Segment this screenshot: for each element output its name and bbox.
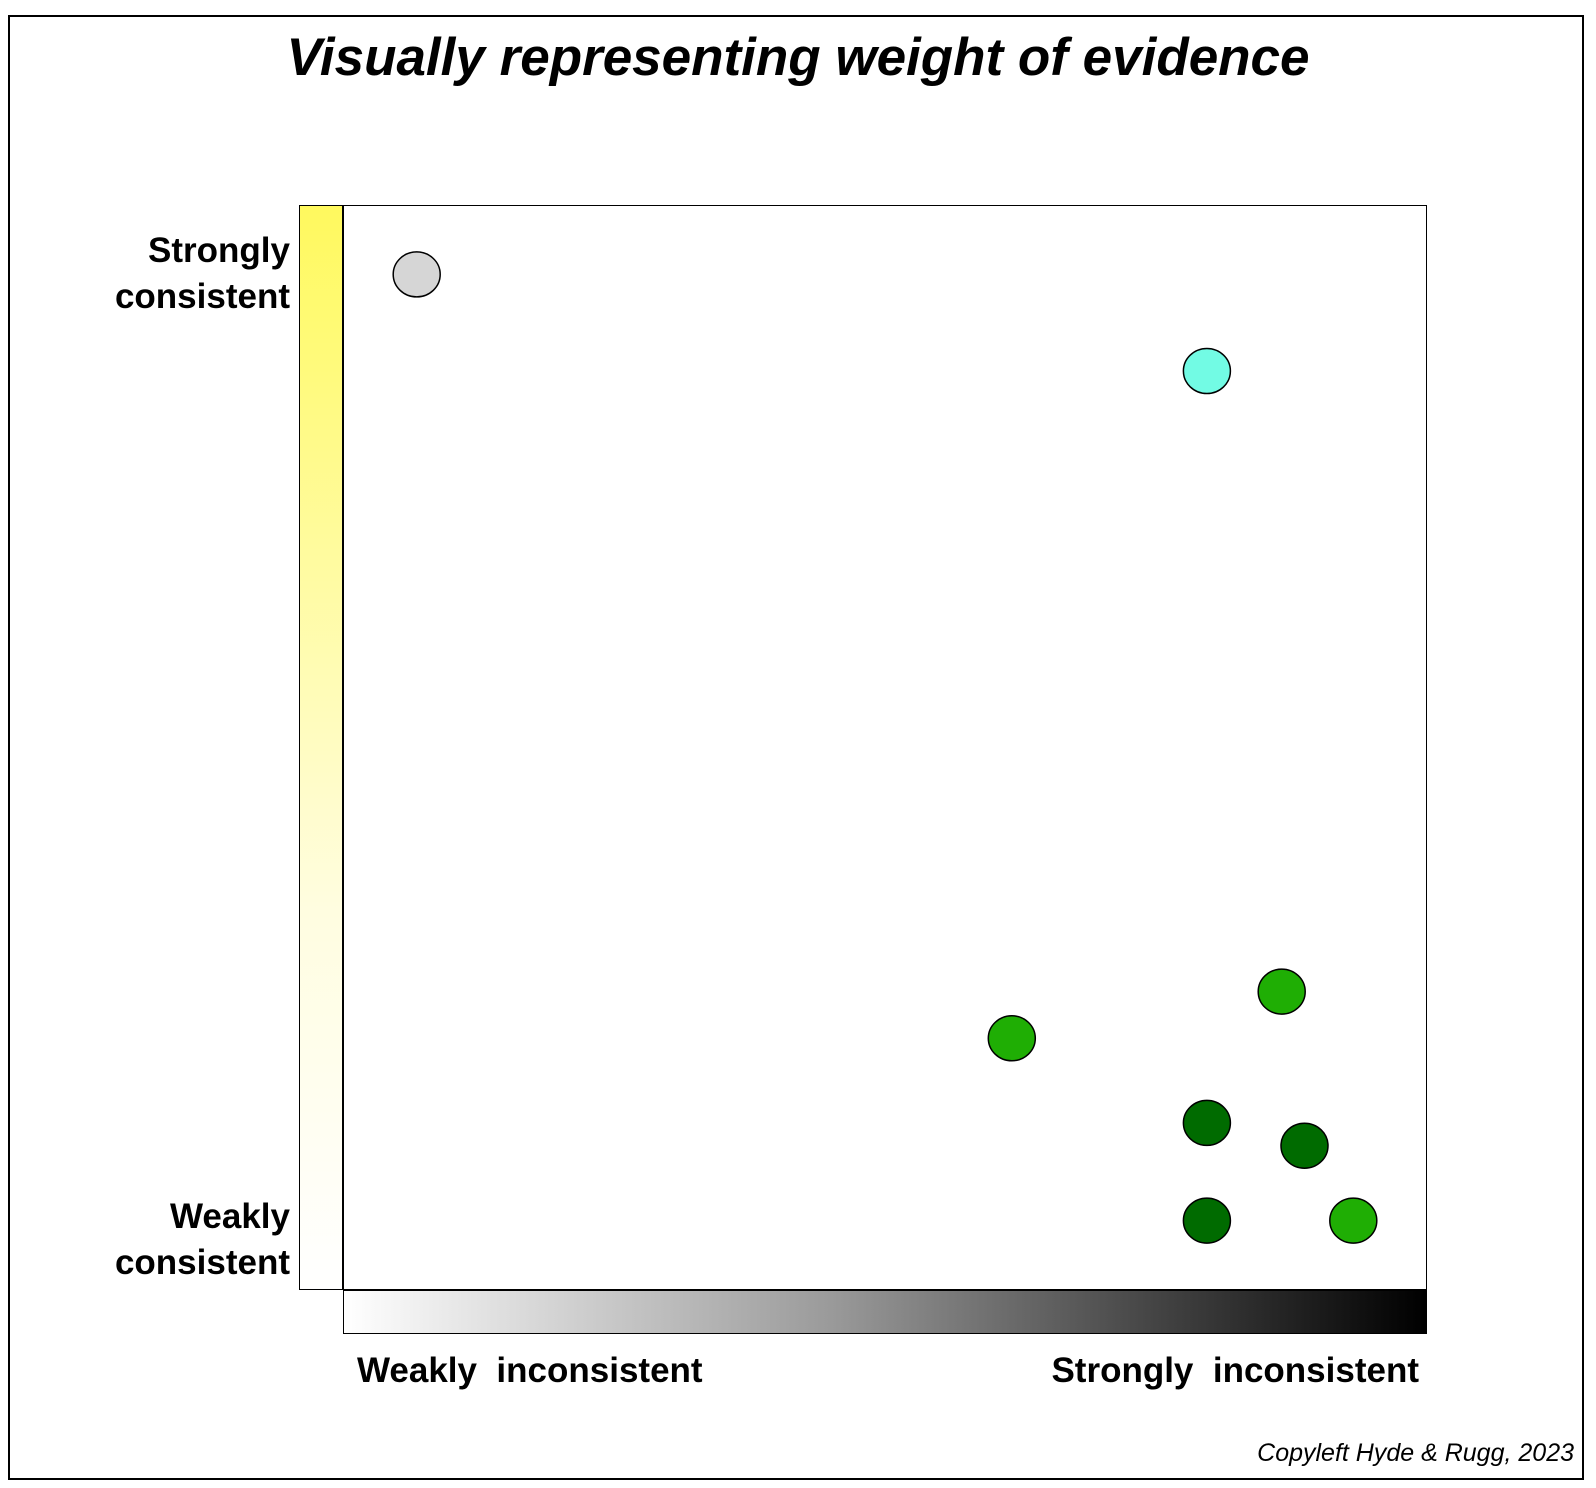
data-point-8 [1329, 1197, 1378, 1244]
data-point-5 [1182, 1099, 1232, 1147]
y-axis-top-label-line-2: consistent [114, 277, 290, 316]
data-point-3 [1257, 968, 1306, 1015]
data-point-4 [987, 1015, 1037, 1062]
data-point-2 [1182, 347, 1232, 395]
x-axis-gradient-bar [343, 1290, 1427, 1334]
data-point-7 [1182, 1197, 1232, 1244]
y-axis-bottom-label-line-1: Weakly [170, 1197, 290, 1236]
x-axis-right-label: Strongly inconsistent [1051, 1351, 1419, 1390]
y-axis-top-label: Strongly consistent [30, 228, 290, 320]
figure-frame [8, 15, 1584, 1480]
figure-title: Visually representing weight of evidence [286, 28, 1310, 87]
y-axis-top-label-line-1: Strongly [148, 231, 290, 270]
data-point-1 [392, 251, 441, 298]
plot-area [343, 205, 1427, 1290]
y-axis-bottom-label-line-2: consistent [114, 1243, 290, 1282]
y-axis-bottom-label: Weakly consistent [30, 1194, 290, 1286]
copyright-notice: Copyleft Hyde & Rugg, 2023 [1257, 1439, 1574, 1467]
scatter-plot [392, 251, 1378, 1244]
data-point-6 [1280, 1122, 1329, 1169]
y-axis-gradient-bar [299, 205, 343, 1290]
x-axis-left-label: Weakly inconsistent [357, 1351, 703, 1390]
